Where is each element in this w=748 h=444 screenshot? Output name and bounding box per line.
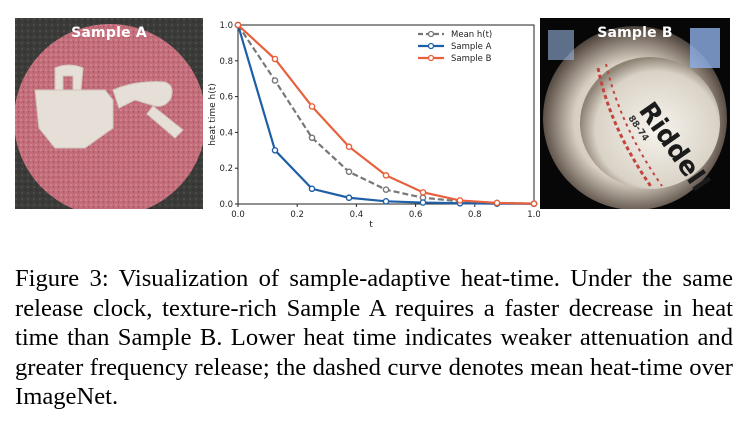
series-point [419, 199, 427, 206]
series-point [382, 198, 390, 205]
legend-label: Sample A [451, 42, 492, 52]
chart-svg: 0.0 0.2 0.4 0.6 0.8 1.0 0.0 0.2 0.4 0.6 0.8 1.0 t hea… [208, 21, 540, 230]
y-tick-label: 0.0 [219, 200, 233, 210]
series-point [493, 199, 501, 207]
legend-marker [427, 42, 435, 50]
sample-a-photo [15, 18, 203, 209]
series-point [382, 186, 390, 193]
series-point [271, 146, 279, 154]
series-point [308, 134, 316, 142]
series-point [345, 194, 353, 202]
y-tick-label: 0.6 [219, 93, 233, 103]
y-axis-label: heat time h(t) [208, 83, 218, 146]
legend-marker [427, 54, 435, 62]
y-tick-label: 1.0 [219, 21, 233, 31]
y-tick-label: 0.4 [219, 128, 233, 138]
y-tick-label: 0.2 [219, 164, 233, 174]
sample-a-label: Sample A [71, 25, 147, 41]
series-point [345, 143, 353, 151]
x-tick-label: 0.0 [231, 210, 245, 220]
x-tick-label: 0.6 [409, 210, 423, 220]
legend-label: Sample B [451, 54, 492, 64]
legend-label: Mean h(t) [451, 30, 492, 40]
series-point [308, 103, 316, 110]
series-point [345, 168, 353, 176]
x-tick-label: 0.4 [350, 210, 364, 220]
sample-b-photo: Riddell 88-74 [540, 18, 730, 209]
figure-caption: Figure 3: Visualization of sample-adapti… [15, 265, 733, 410]
x-tick-label: 0.8 [468, 210, 482, 220]
series-point [419, 189, 427, 196]
x-tick-label: 1.0 [527, 210, 540, 220]
series-point [308, 185, 316, 193]
heat-time-chart: 0.0 0.2 0.4 0.6 0.8 1.0 0.0 0.2 0.4 0.6 0.8 1.0 t hea… [205, 10, 540, 230]
sample-b-image: Riddell 88-74 Sample B [540, 18, 730, 209]
series-point [382, 172, 390, 179]
y-tick-label: 0.8 [219, 57, 233, 67]
sample-b-label: Sample B [597, 25, 673, 41]
x-tick-label: 0.2 [290, 210, 304, 220]
legend-marker [427, 30, 435, 38]
series-point [271, 55, 279, 63]
series-point [456, 197, 464, 204]
sample-a-image: Sample A [15, 18, 203, 209]
series-point [271, 77, 279, 84]
x-axis-label: t [369, 220, 373, 230]
series-point [234, 21, 242, 29]
series-point [530, 200, 538, 207]
